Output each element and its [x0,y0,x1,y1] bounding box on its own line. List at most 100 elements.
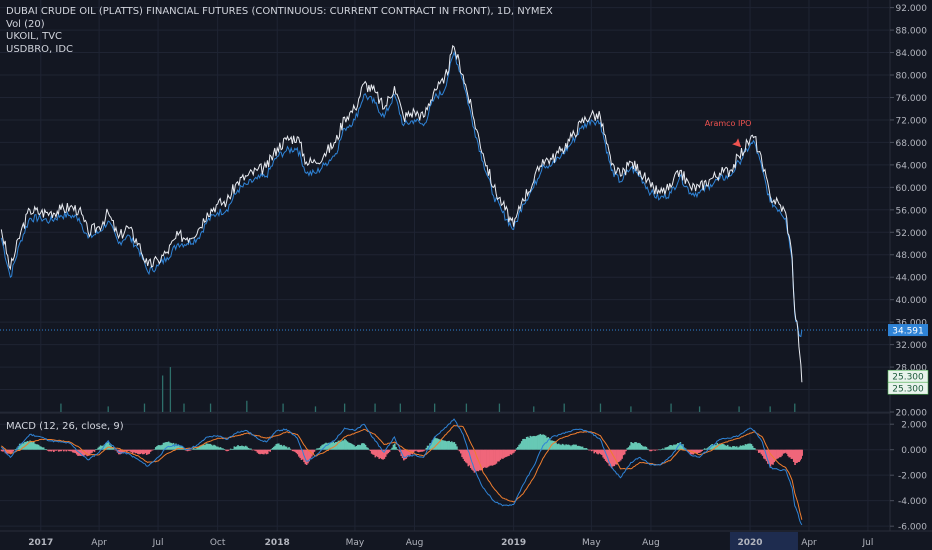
macd-histogram-bar [144,449,147,454]
macd-histogram-bar [449,441,452,450]
macd-histogram-bar [555,442,557,450]
macd-histogram-bar [534,436,537,450]
dubai-crude-line[interactable] [0,44,803,383]
macd-histogram-bar [2,449,4,452]
macd-histogram-bar [654,449,656,451]
macd-histogram-bar [135,449,138,454]
macd-histogram-bar [779,449,782,458]
time-tick-label: Apr [91,538,107,548]
macd-histogram-bar [752,447,755,450]
macd-histogram-bar [395,447,397,450]
macd-histogram-bar [509,449,512,455]
macd-histogram-bar [308,449,311,462]
macd-histogram-bar [187,449,190,451]
macd-histogram-bar [693,449,696,454]
macd-histogram-bar [351,444,354,450]
macd-histogram-bar [251,449,254,451]
macd-histogram-bar [409,449,411,456]
macd-line[interactable] [0,418,803,526]
macd-histogram-bar [680,444,683,450]
volume-bar [698,406,701,412]
price-tick-label: 72.000 [896,116,928,126]
macd-histogram-bar [357,444,359,450]
macd-histogram-bar [751,445,754,450]
macd-histogram-bar [86,449,88,457]
macd-histogram-bar [522,438,524,450]
macd-histogram-bar [238,446,241,450]
symbol-title[interactable]: DUBAI CRUDE OIL (PLATTS) FINANCIAL FUTUR… [6,6,553,17]
macd-signal-line[interactable] [1,424,803,520]
macd-histogram-bar [650,449,653,452]
macd-histogram-bar [594,449,597,453]
time-tick-label: Jul [152,538,164,548]
macd-histogram-bar [312,449,314,455]
macd-histogram-bar [138,449,140,455]
compare-symbol-usdbro[interactable]: USDBRO, IDC [6,43,74,55]
macd-histogram-bar [748,443,750,450]
volume-indicator-label[interactable]: Vol (20) [6,18,45,30]
volume-bar [314,406,317,412]
macd-histogram-bar [733,446,735,450]
macd-histogram-bar [296,449,299,455]
compare-symbol-ukoil[interactable]: UKOIL, TVC [6,31,63,42]
macd-histogram-bar [599,449,602,455]
macd-histogram-bar [601,449,603,455]
macd-histogram-bar [79,449,82,456]
ukoil-line[interactable] [0,50,803,338]
price-tag-label: 25.300 [892,373,924,383]
macd-histogram-bar [211,445,214,450]
macd-axis[interactable]: 2.000 0.000 -2.000 -4.000 -6.000 [890,421,927,533]
macd-histogram-bar [495,449,498,464]
macd-histogram-bar [557,443,560,450]
macd-histogram-bar [519,443,522,450]
macd-histogram-bar [127,449,129,452]
time-tick-label: Jul [861,538,873,548]
macd-histogram-bar [370,449,373,454]
macd-histogram-bar [744,444,747,450]
macd-histogram-bar [364,444,367,450]
macd-histogram-bar [695,449,697,454]
macd-histogram-bar [284,446,287,450]
macd-histogram-bar [518,444,520,450]
macd-histogram-bar [42,447,45,450]
macd-tick-label: -4.000 [898,497,927,507]
macd-histogram-bar [143,449,145,455]
macd-histogram-bar [244,445,247,450]
aramco-ipo-label: Aramco IPO [705,119,752,128]
macd-histogram-bar [412,449,415,453]
macd-histogram-bar [44,449,46,450]
macd-histogram-bar [404,449,406,460]
macd-histogram-bar [173,444,176,450]
macd-histogram-bar [266,449,269,454]
macd-histogram-bar [54,449,56,451]
macd-histogram-bar [368,449,371,451]
macd-histogram-bar [59,449,61,452]
macd-histogram-bar [507,449,509,457]
macd-legend[interactable]: MACD (12, 26, close, 9) [6,421,124,432]
macd-histogram-bar [81,449,83,456]
macd-histogram-bar [478,449,481,471]
time-axis[interactable]: 2017 Apr Jul Oct 2018 May Aug 2019 May Aug 2020 Apr… [28,538,873,548]
macd-histogram-bar [175,443,177,450]
macd-histogram-bar [367,447,369,450]
macd-histogram-bar [355,445,358,450]
grid-lines [0,0,890,531]
macd-histogram-bar [517,446,519,450]
macd-histogram-bar [345,440,347,450]
macd-histogram-bar [612,449,614,467]
macd-histogram-bar [763,449,765,459]
macd-histogram-bar [189,449,191,451]
price-tick-label: 36.000 [896,319,928,329]
macd-histogram-bar [215,446,218,450]
macd-histogram-bar [229,448,232,450]
macd-histogram-bar [589,449,592,451]
price-tag-label: 34.591 [892,327,924,337]
macd-histogram-bar [440,439,443,450]
macd-histogram-bar [745,444,748,450]
macd-histogram-bar [344,438,346,450]
macd-histogram-bar [94,449,97,450]
macd-histogram-bar [208,443,210,450]
macd-histogram-bar [322,444,325,450]
price-tags: 34.591 25.300 25.300 [887,324,929,395]
